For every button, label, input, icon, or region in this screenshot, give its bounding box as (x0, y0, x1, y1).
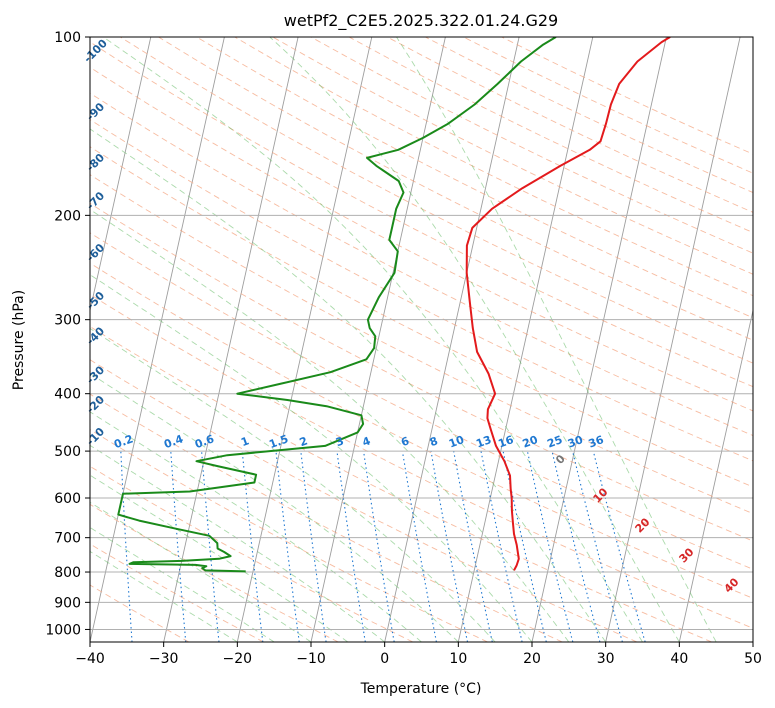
mixing-ratio-line (201, 451, 220, 642)
x-tick-label: 20 (523, 651, 541, 667)
mixing-ratio-label: 0.6 (193, 432, 216, 451)
y-tick-label: 700 (54, 531, 81, 547)
mixing-ratio-label: 6 (399, 434, 411, 449)
isotherm-line (605, 37, 741, 642)
mixing-ratio-line (241, 451, 264, 642)
y-tick-label: 300 (54, 313, 81, 329)
x-tick-label: 10 (449, 651, 467, 667)
mixing-ratio-label: 36 (587, 433, 606, 451)
x-axis-label: Temperature (°C) (360, 681, 482, 697)
moist-adiabat-line (103, 37, 643, 642)
dry-adiabat-line (90, 293, 753, 629)
mixing-ratio-label: 3 (334, 434, 346, 449)
moist-adiabat-line (90, 274, 533, 642)
y-tick-label: 900 (54, 595, 81, 611)
mixing-ratio-label: 1 (239, 434, 251, 449)
mixing-ratio-label: 4 (361, 434, 373, 449)
dry-adiabat-line (90, 174, 753, 515)
mixing-ratio-label: 20 (521, 433, 540, 451)
x-tick-label: −10 (296, 651, 326, 667)
dry-adiabat-line (90, 393, 563, 642)
dry-adiabat-line (90, 503, 339, 642)
mixing-ratio-label: 2 (298, 434, 310, 449)
mixing-ratio-line (592, 450, 646, 642)
mixing-ratio-label: 13 (474, 433, 493, 450)
mixing-ratio-label: 0.2 (112, 432, 135, 451)
mixing-ratio-label: 30 (566, 433, 585, 451)
moist-adiabat-line (90, 208, 570, 642)
dewpoint-profile-line (117, 37, 557, 573)
dry-adiabat-line (90, 262, 753, 599)
mixing-ratio-label: 16 (497, 433, 516, 451)
x-tick-label: −30 (149, 651, 179, 667)
isotherm-line (678, 308, 753, 642)
y-tick-label: 1000 (45, 622, 81, 638)
y-tick-label: 800 (54, 565, 81, 581)
moist-adiabat-line (90, 372, 459, 642)
x-tick-label: −20 (223, 651, 253, 667)
y-tick-label: 500 (54, 444, 81, 460)
chart-title: wetPf2_C2E5.2025.322.01.24.G29 (284, 11, 558, 31)
dry-adiabat-line (90, 41, 753, 388)
y-tick-label: 200 (54, 208, 81, 224)
mixing-ratio-label: 25 (545, 433, 564, 450)
isotherm-line (457, 37, 594, 642)
dry-adiabat-line (90, 92, 753, 437)
moist-adiabat-line (90, 474, 349, 642)
x-tick-label: 0 (380, 651, 389, 667)
isotherm-line (236, 37, 373, 642)
dry-adiabat-line (90, 326, 712, 642)
y-tick-label: 600 (54, 491, 81, 507)
x-tick-label: 40 (670, 651, 688, 667)
mixing-ratio-label: 0.4 (162, 432, 185, 451)
y-tick-label: 100 (54, 30, 81, 46)
moist-adiabat-line (90, 128, 607, 642)
moist-adiabat-line (396, 37, 717, 642)
mixing-ratio-line (300, 451, 327, 642)
moist-adiabat-line (90, 411, 422, 642)
mixing-ratio-label: 10 (447, 433, 466, 451)
mixing-ratio-line (170, 451, 187, 642)
x-tick-label: −40 (75, 651, 105, 667)
temperature-profile-line (465, 37, 671, 571)
mixing-ratio-line (401, 451, 437, 642)
x-tick-label: 50 (744, 651, 762, 667)
mixing-ratio-label: 8 (428, 434, 440, 449)
dry-adiabat-line (90, 119, 753, 462)
mixing-ratio-line (275, 451, 300, 642)
dry-adiabat-line (90, 232, 753, 570)
moist-adiabat-line (90, 550, 238, 642)
isotherm-line (90, 37, 152, 313)
mixing-ratio-line (572, 450, 623, 642)
isotherm-line (531, 37, 667, 642)
dry-adiabat-line (90, 66, 753, 412)
dry-adiabat-line (120, 37, 753, 364)
moist-adiabat-line (90, 526, 275, 642)
isotherm-line (163, 37, 299, 642)
y-tick-label: 400 (54, 387, 81, 403)
dry-adiabat-line (90, 359, 638, 642)
mixing-ratio-line (120, 451, 133, 642)
dry-adiabat-line (158, 37, 753, 341)
moist-adiabat-line (90, 327, 496, 642)
y-axis-label: Pressure (hPa) (11, 290, 27, 390)
dry-adiabat-line (90, 146, 753, 488)
x-tick-label: 30 (597, 651, 615, 667)
dry-adiabat-line (90, 202, 753, 542)
mixing-ratio-line (336, 451, 366, 642)
mixing-ratio-label: 1.5 (267, 432, 290, 451)
plot-frame (89, 36, 754, 643)
mixing-ratio-line (363, 451, 395, 642)
isotherm-line (384, 37, 520, 642)
